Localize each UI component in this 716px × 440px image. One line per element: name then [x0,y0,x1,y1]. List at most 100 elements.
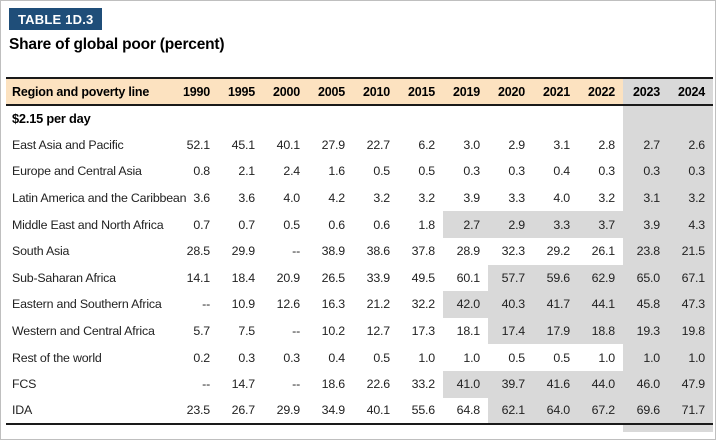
section-empty-cell [533,105,578,132]
spacer-cell [533,424,578,432]
value-cell: 3.9 [463,191,480,206]
value-cell: 44.0 [578,370,623,398]
value-cell: 19.8 [668,317,713,345]
region-label: Latin America and the Caribbean [12,191,187,206]
value-cell: 42.0 [443,291,488,318]
value-cell: 1.6 [328,164,345,179]
value-cell: 3.6 [193,191,210,206]
value-cell: 0.5 [553,350,570,365]
table-row: Europe and Central Asia 0.8 2.1 2.4 1.6 0.5 0.… [6,158,713,185]
region-label: IDA [6,397,173,426]
column-header-region: Region and poverty line [6,77,173,106]
value-cell: 55.6 [398,397,443,426]
value-cell: 17.3 [411,324,436,339]
value-cell: 37.8 [411,244,436,259]
value-cell: 0.6 [373,217,390,232]
table-row: Rest of the world 0.2 0.3 0.3 0.4 0.5 1.0 1.0 0.… [6,344,713,371]
value-cell: 22.7 [366,137,391,152]
value-cell: 0.3 [463,164,480,179]
value-cell: 1.0 [418,350,435,365]
value-cell: 4.0 [553,191,570,206]
value-cell: 46.0 [623,370,668,398]
value-cell: -- [292,324,300,339]
column-header-year-2020: 2020 [488,77,533,106]
value-cell: 33.9 [366,270,391,285]
spacer-cell [668,424,713,433]
table-row: Eastern and Southern Africa -- 10.9 12.6 16.… [6,291,713,318]
region-label: Eastern and Southern Africa [12,297,162,312]
section-empty-cell [353,105,398,132]
value-cell: 0.8 [193,164,210,179]
value-cell: 1.0 [598,350,615,365]
value-cell: -- [292,244,300,259]
column-header-year-2021: 2021 [533,77,578,106]
value-cell: 45.1 [231,137,256,152]
value-cell: 0.3 [668,158,713,185]
value-cell: 40.3 [488,291,533,318]
value-cell: 28.5 [186,244,211,259]
column-header-year-1990: 1990 [173,77,218,106]
value-cell: 10.2 [321,324,346,339]
value-cell: 17.9 [533,317,578,345]
column-header-year-1995: 1995 [218,77,263,106]
value-cell: 41.0 [443,370,488,398]
value-cell: 44.1 [578,291,623,318]
spacer-cell [488,424,533,432]
value-cell: 3.3 [533,211,578,238]
value-cell: 0.2 [193,350,210,365]
section-empty-cell [668,105,713,132]
value-cell: 18.1 [456,324,481,339]
value-cell: 62.9 [578,264,623,292]
value-cell: 3.1 [553,137,570,152]
table-row: Sub-Saharan Africa 14.1 18.4 20.9 26.5 33.9 49… [6,264,713,292]
spacer-cell [263,424,308,432]
value-cell: 1.0 [623,344,668,371]
section-empty-cell [488,105,533,132]
column-header-year-2000: 2000 [263,77,308,106]
value-cell: 22.6 [366,377,391,392]
region-label: Rest of the world [12,350,102,365]
value-cell: 18.8 [578,317,623,345]
value-cell: 2.7 [623,131,668,159]
value-cell: 14.1 [186,270,211,285]
value-cell: 1.8 [418,217,435,232]
value-cell: -- [202,297,210,312]
value-cell: 49.5 [411,270,436,285]
spacer-cell [353,424,398,432]
spacer-cell [623,424,668,433]
table-row: East Asia and Pacific 52.1 45.1 40.1 27.9 22.… [6,131,713,159]
region-label: East Asia and Pacific [12,137,124,152]
section-empty-cell [578,105,623,132]
value-cell: 47.9 [668,370,713,398]
value-cell: 3.2 [598,191,615,206]
value-cell: 0.3 [238,350,255,365]
value-cell: 3.6 [238,191,255,206]
column-header-year-2015: 2015 [398,77,443,106]
value-cell: 4.3 [668,211,713,238]
value-cell: 4.2 [328,191,345,206]
column-header-year-2023: 2023 [623,77,668,106]
spacer-cell [218,424,263,432]
value-cell: 69.6 [623,397,668,426]
value-cell: 5.7 [193,324,210,339]
value-cell: 0.6 [328,217,345,232]
value-cell: -- [292,377,300,392]
value-cell: 2.9 [488,211,533,238]
spacer-cell [578,424,623,432]
value-cell: 0.4 [328,350,345,365]
value-cell: 29.9 [231,244,256,259]
value-cell: 0.3 [598,164,615,179]
value-cell: 60.1 [456,270,481,285]
value-cell: 3.3 [508,191,525,206]
value-cell: 0.7 [193,217,210,232]
value-cell: 32.2 [411,297,436,312]
value-cell: 57.7 [488,264,533,292]
value-cell: 21.2 [366,297,391,312]
value-cell: 62.1 [488,397,533,426]
value-cell: 45.8 [623,291,668,318]
value-cell: 0.5 [373,350,390,365]
value-cell: 67.1 [668,264,713,292]
spacer-cell [443,424,488,432]
table-row: Middle East and North Africa 0.7 0.7 0.5 0.6… [6,211,713,238]
value-cell: 3.2 [418,191,435,206]
